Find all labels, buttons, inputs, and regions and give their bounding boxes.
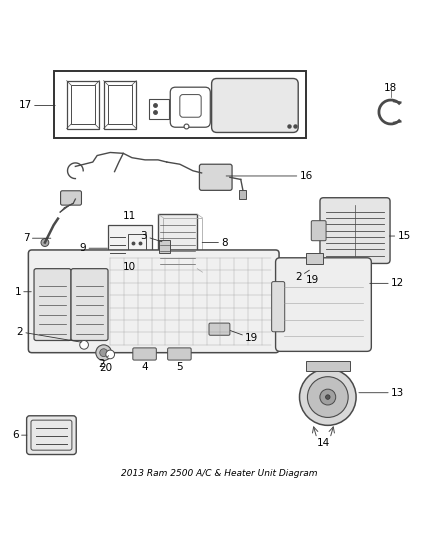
Text: 19: 19 <box>306 274 319 285</box>
Text: 15: 15 <box>389 231 411 241</box>
Bar <box>53 71 306 138</box>
Text: 2013 Ram 2500 A/C & Heater Unit Diagram: 2013 Ram 2500 A/C & Heater Unit Diagram <box>121 469 317 478</box>
FancyBboxPatch shape <box>212 78 298 133</box>
FancyBboxPatch shape <box>199 164 232 190</box>
Text: 2: 2 <box>295 270 309 282</box>
Circle shape <box>320 389 336 405</box>
Text: 10: 10 <box>123 262 136 272</box>
FancyBboxPatch shape <box>311 258 322 270</box>
FancyBboxPatch shape <box>133 348 156 360</box>
Text: 3: 3 <box>141 231 162 242</box>
Text: 17: 17 <box>18 100 55 110</box>
FancyBboxPatch shape <box>27 416 76 455</box>
FancyBboxPatch shape <box>71 269 108 341</box>
Bar <box>149 99 169 118</box>
FancyBboxPatch shape <box>311 221 326 241</box>
Text: 19: 19 <box>230 330 258 343</box>
Bar <box>67 80 99 128</box>
Text: 9: 9 <box>80 243 107 253</box>
Text: 20: 20 <box>99 363 113 373</box>
Text: 7: 7 <box>23 233 51 243</box>
Circle shape <box>100 349 108 357</box>
Bar <box>127 234 146 251</box>
Bar <box>306 254 323 264</box>
Text: 2: 2 <box>98 356 109 369</box>
FancyBboxPatch shape <box>168 348 191 360</box>
FancyBboxPatch shape <box>276 258 371 351</box>
Bar <box>163 218 202 272</box>
Text: 16: 16 <box>226 171 313 181</box>
Circle shape <box>300 369 356 425</box>
Text: 6: 6 <box>12 430 27 440</box>
Bar <box>104 80 136 128</box>
FancyBboxPatch shape <box>34 269 71 341</box>
Text: 2: 2 <box>17 327 81 342</box>
Text: 4: 4 <box>142 362 148 373</box>
FancyBboxPatch shape <box>272 281 285 332</box>
Text: 5: 5 <box>177 362 183 373</box>
Bar <box>306 360 350 372</box>
Text: 18: 18 <box>384 83 398 93</box>
Bar <box>158 214 197 269</box>
Circle shape <box>307 377 348 417</box>
FancyBboxPatch shape <box>60 191 81 205</box>
Bar <box>239 190 247 199</box>
Text: 1: 1 <box>14 287 31 297</box>
Bar <box>108 85 132 124</box>
Text: 13: 13 <box>359 387 404 398</box>
Text: 12: 12 <box>370 278 404 288</box>
Text: 11: 11 <box>123 211 136 221</box>
Circle shape <box>80 341 88 349</box>
Circle shape <box>41 239 49 246</box>
FancyBboxPatch shape <box>209 323 230 335</box>
Text: 8: 8 <box>202 238 228 247</box>
Bar <box>159 240 170 254</box>
Circle shape <box>96 345 112 360</box>
Circle shape <box>325 395 330 399</box>
Bar <box>71 85 95 124</box>
FancyBboxPatch shape <box>320 198 390 263</box>
Circle shape <box>106 350 115 359</box>
Bar <box>108 225 152 258</box>
Text: 14: 14 <box>317 438 330 448</box>
FancyBboxPatch shape <box>28 250 279 353</box>
